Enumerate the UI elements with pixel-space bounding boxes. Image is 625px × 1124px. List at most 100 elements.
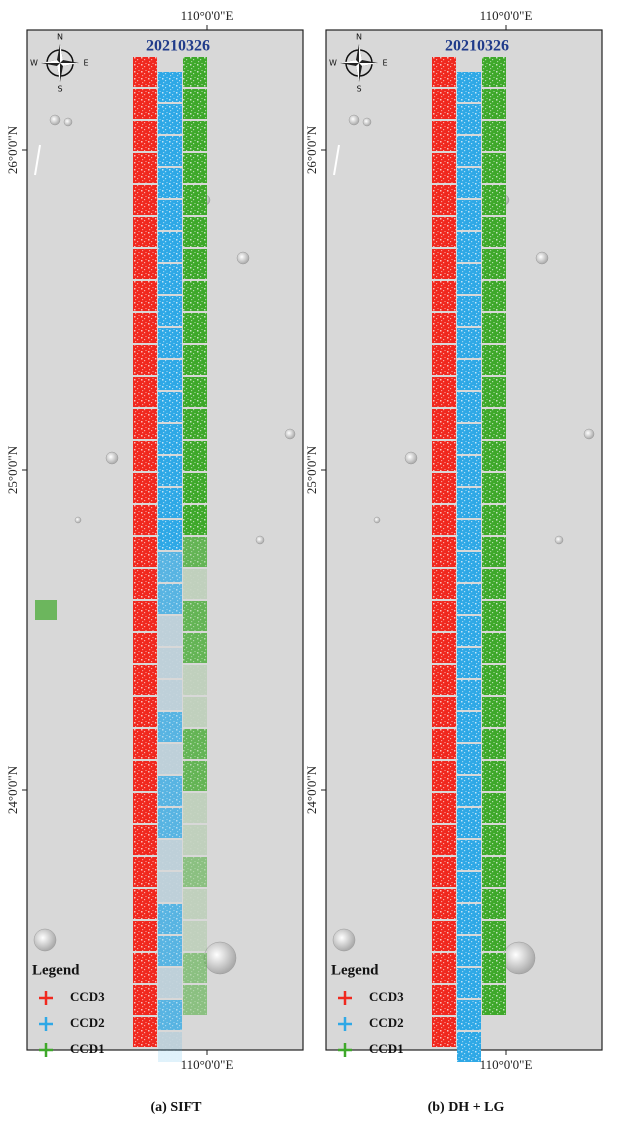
tile-speckle: [432, 473, 456, 503]
tile-speckle: [158, 776, 182, 806]
tile-speckle: [432, 89, 456, 119]
tile-speckle: [457, 296, 481, 326]
map-panel: 110°0'0"E 110°0'0"E 26°0'0"N 25°0'0"N 24°0'0…: [304, 8, 603, 1115]
tile-speckle: [183, 89, 207, 119]
compass-e: E: [83, 59, 88, 68]
tile-speckle: [482, 217, 506, 247]
compass-star: [340, 44, 378, 82]
map-panel: 110°0'0"E 110°0'0"E 26°0'0"N 25°0'0"N 24°0'0…: [5, 8, 304, 1115]
crater: [63, 117, 73, 127]
tile-speckle: [183, 345, 207, 375]
lat-label: 24°0'0"N: [5, 765, 20, 814]
tile-speckle: [158, 72, 182, 102]
crater: [535, 251, 549, 265]
tile-speckle: [183, 985, 207, 1015]
crater: [554, 535, 564, 545]
tile-speckle: [183, 793, 207, 823]
tile-speckle: [133, 665, 157, 695]
tile-speckle: [432, 217, 456, 247]
tile-speckle: [457, 552, 481, 582]
tile-speckle: [432, 953, 456, 983]
tile-speckle: [133, 441, 157, 471]
legend-label: CCD3: [369, 989, 404, 1004]
tile-speckle: [133, 377, 157, 407]
tile-speckle: [432, 409, 456, 439]
tile-speckle: [482, 601, 506, 631]
tile-speckle: [133, 761, 157, 791]
tile-speckle: [457, 136, 481, 166]
tile-speckle: [183, 537, 207, 567]
tile-speckle: [133, 537, 157, 567]
tile-speckle: [457, 584, 481, 614]
legend-symbol: [338, 1043, 352, 1057]
tile-speckle: [457, 72, 481, 102]
lat-label: 26°0'0"N: [304, 125, 319, 174]
tile-speckle: [432, 889, 456, 919]
tile-speckle: [482, 57, 506, 87]
tile-speckle: [482, 441, 506, 471]
crater: [404, 451, 418, 465]
compass-n: N: [57, 33, 63, 42]
tile-speckle: [158, 296, 182, 326]
tile-speckle: [482, 761, 506, 791]
lat-label: 26°0'0"N: [5, 125, 20, 174]
tile-speckle: [457, 232, 481, 262]
tile-speckle: [482, 409, 506, 439]
tile-speckle: [158, 584, 182, 614]
lat-label: 24°0'0"N: [304, 765, 319, 814]
tile-speckle: [432, 441, 456, 471]
tile-speckle: [133, 409, 157, 439]
tile-speckle: [158, 136, 182, 166]
tile-speckle: [133, 249, 157, 279]
tile-speckle: [158, 104, 182, 134]
tile-speckle: [133, 825, 157, 855]
tile-speckle: [158, 872, 182, 902]
tile-speckle: [183, 409, 207, 439]
crater: [583, 428, 595, 440]
tile-speckle: [158, 360, 182, 390]
tile-speckle: [133, 281, 157, 311]
legend-symbol: [39, 1017, 53, 1031]
tile-speckle: [482, 185, 506, 215]
legend-title: Legend: [331, 962, 379, 978]
compass-star-light: [41, 44, 79, 82]
caption: (a) SIFT: [151, 1100, 203, 1115]
tile-speckle: [183, 889, 207, 919]
compass-star-light: [340, 44, 378, 82]
tile-speckle: [158, 904, 182, 934]
tile-speckle: [183, 601, 207, 631]
tile-speckle: [158, 680, 182, 710]
tile-speckle: [133, 953, 157, 983]
crater: [33, 928, 57, 952]
tile-speckle: [158, 392, 182, 422]
tile-speckle: [457, 360, 481, 390]
compass-n: N: [356, 33, 362, 42]
legend-symbol: [39, 991, 53, 1005]
tile-speckle: [158, 840, 182, 870]
legend-label: CCD3: [70, 989, 105, 1004]
crater: [332, 928, 356, 952]
crater: [362, 117, 372, 127]
tile-speckle: [133, 153, 157, 183]
tile-speckle: [183, 121, 207, 151]
tile-speckle: [457, 712, 481, 742]
tile-speckle: [158, 744, 182, 774]
tile-speckle: [133, 185, 157, 215]
legend-label: CCD2: [369, 1015, 404, 1030]
tile-speckle: [482, 729, 506, 759]
tile-speckle: [183, 473, 207, 503]
tile-speckle: [482, 569, 506, 599]
tile-speckle: [158, 232, 182, 262]
tile-speckle: [133, 57, 157, 87]
legend-label: CCD1: [369, 1041, 404, 1056]
tile-speckle: [432, 857, 456, 887]
tile-speckle: [432, 537, 456, 567]
tile-speckle: [183, 953, 207, 983]
tile-speckle: [457, 1000, 481, 1030]
crater: [49, 114, 61, 126]
tile-speckle: [432, 729, 456, 759]
crater: [105, 451, 119, 465]
tile-speckle: [482, 281, 506, 311]
tile-speckle: [158, 168, 182, 198]
tile-speckle: [482, 121, 506, 151]
